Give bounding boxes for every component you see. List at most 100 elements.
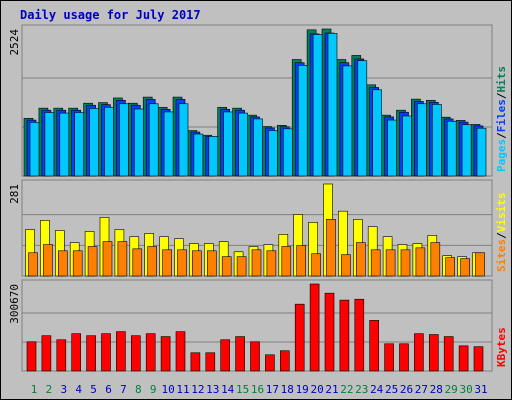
x-tick-label: 20 [310,383,323,396]
legend-entry: Pages [495,139,508,172]
bar [28,252,38,277]
bar [327,33,338,177]
legend-entry: KBytes [495,327,508,367]
bar [355,242,366,277]
bar [101,333,111,372]
x-tick-label: 24 [370,383,384,396]
x-tick-label: 22 [340,383,353,396]
bar [446,120,457,177]
x-tick-label: 29 [445,383,458,396]
bar [134,108,144,177]
bar [102,241,113,277]
x-tick-label: 14 [221,383,235,396]
x-tick-label: 12 [191,383,204,396]
bar [385,249,396,277]
bar [339,299,350,372]
x-tick-label: 15 [236,383,249,396]
bar [430,242,441,277]
x-tick-label: 23 [355,383,368,396]
bar [208,136,219,177]
bar [44,112,55,177]
legend-separator: / [495,92,508,99]
x-tick-label: 6 [105,383,112,396]
bar [342,65,353,177]
bar [294,303,305,372]
bar [473,346,484,372]
bar [370,249,381,277]
y-tick-label: 281 [8,184,21,204]
x-tick-label: 26 [400,383,413,396]
bar [177,249,187,277]
bar [311,253,321,277]
bar [145,333,156,372]
bar [428,334,439,372]
x-tick-label: 1 [31,383,38,396]
x-tick-label: 9 [150,383,157,396]
bar [326,219,336,277]
bar [74,112,84,177]
bar [460,258,470,277]
bar [400,249,411,277]
legend-entry: Visits [495,193,508,233]
bar [357,60,368,177]
bar [190,352,201,372]
bar [207,250,217,277]
legend-entry: Hits [495,66,508,93]
bar [162,249,172,277]
legend-separator: / [495,132,508,139]
bar [309,283,320,372]
bar [265,354,275,372]
bar [148,103,159,177]
x-tick-label: 7 [120,383,127,396]
bar [324,292,335,372]
x-tick-label: 30 [459,383,472,396]
bar [147,246,157,277]
legend-entry: Files [495,99,508,132]
x-tick-label: 17 [266,383,279,396]
bar [445,257,456,277]
bar [415,247,426,277]
x-tick-label: 31 [474,383,487,396]
x-tick-label: 5 [90,383,97,396]
x-tick-label: 18 [281,383,294,396]
y-tick-label: 300670 [8,284,21,324]
bar [26,341,37,372]
x-tick-label: 25 [385,383,398,396]
bar [119,103,129,177]
bar [443,336,454,372]
x-tick-label: 10 [161,383,174,396]
x-tick-label: 3 [60,383,67,396]
x-tick-label: 13 [206,383,219,396]
bar [372,89,383,177]
bar [205,352,216,372]
bar [250,341,260,372]
x-tick-label: 8 [135,383,142,396]
bar [414,333,424,372]
x-tick-label: 16 [251,383,264,396]
bar [220,339,230,372]
bar [89,108,99,177]
legend: Sites/Visits [495,193,508,273]
bar [87,246,98,277]
bar [178,103,189,177]
bar [132,248,143,277]
legend: Pages/Files/Hits [495,66,508,172]
x-tick-label: 11 [176,383,189,396]
bar [399,343,409,372]
bar [223,111,233,177]
bar [104,106,114,177]
bar [238,112,248,177]
bar [268,130,278,177]
bar [384,343,394,372]
bar [43,244,53,277]
bar [71,333,81,372]
bar [296,245,307,277]
chart-title: Daily usage for July 2017 [20,8,201,22]
bar [461,124,472,177]
bar [253,118,263,177]
bar [163,111,174,177]
bar [431,104,442,177]
bar [160,336,171,372]
bar [279,350,290,372]
